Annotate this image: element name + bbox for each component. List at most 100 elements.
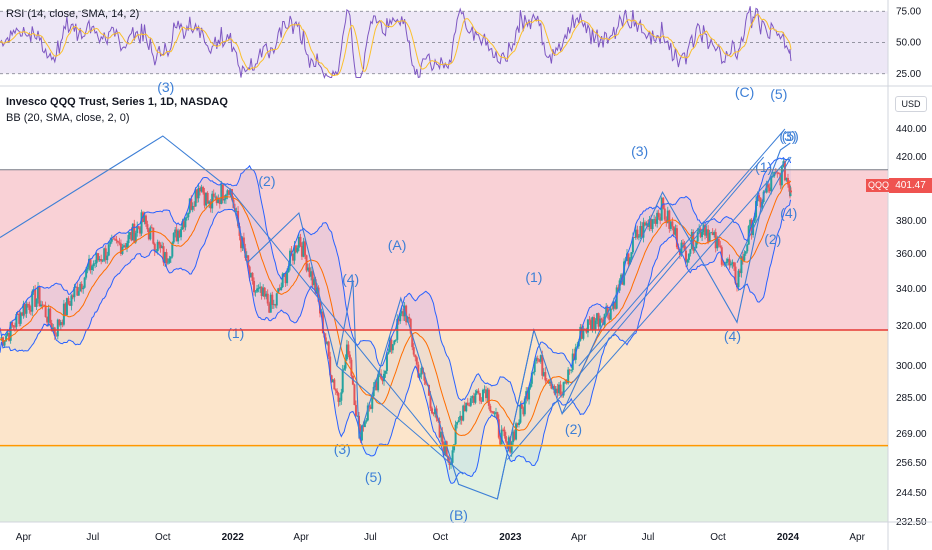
candle-body [147, 229, 150, 240]
candle-body [573, 353, 576, 360]
candle-body [559, 384, 562, 395]
candle-body [749, 219, 752, 227]
candle-body [15, 313, 18, 327]
candle-body [468, 405, 471, 407]
wave-trendline [496, 329, 535, 500]
candle-body [418, 374, 421, 378]
candle-body [438, 421, 441, 438]
candle-body [88, 258, 91, 268]
candle-body [188, 198, 191, 213]
candle-body [682, 242, 685, 244]
candle-body [588, 319, 591, 321]
wave-trendline [506, 156, 765, 460]
candle-body [659, 217, 662, 221]
candle-body [89, 258, 92, 271]
candle-body [321, 311, 324, 334]
candle-body [759, 197, 762, 208]
candle-body [347, 344, 350, 355]
candle-body [166, 262, 169, 264]
candle-body [538, 359, 541, 362]
candle-body [336, 390, 339, 394]
candle-body [499, 437, 502, 445]
candle-body [558, 384, 561, 394]
chart-title[interactable]: Invesco QQQ Trust, Series 1, 1D, NASDAQ [6, 96, 228, 108]
candle-body [180, 229, 183, 238]
rsi-pane [0, 6, 932, 87]
candle-body [731, 262, 734, 264]
last-price-tag: 401.47 [889, 178, 932, 193]
candle-body [300, 245, 303, 257]
candle-body [91, 266, 94, 271]
candle-body [687, 253, 690, 260]
candle-body [454, 424, 457, 445]
candle-body [423, 372, 426, 381]
candle-body [414, 354, 417, 358]
candle-body [331, 379, 334, 382]
candle-body [21, 312, 24, 316]
candle-body [593, 317, 596, 330]
candle-body [536, 358, 539, 360]
candle-body [591, 317, 594, 330]
candle-body [526, 391, 529, 400]
candle-body [140, 212, 143, 234]
candle-body [185, 217, 188, 219]
candle-body [478, 393, 481, 401]
candle-body [510, 442, 513, 453]
candle-body [330, 375, 333, 382]
candle-body [165, 252, 168, 264]
candle-body [615, 287, 618, 309]
currency-button[interactable]: USD [895, 96, 927, 112]
candle-body [31, 291, 34, 312]
candle-body [193, 206, 196, 207]
candle-body [665, 219, 668, 223]
time-tick-label: Jul [86, 532, 99, 543]
candle-body [97, 253, 100, 261]
wave-label: (1) [525, 269, 542, 285]
candle-body [5, 335, 8, 342]
candle-body [106, 255, 109, 261]
candle-body [669, 221, 672, 229]
candle-body [412, 347, 415, 355]
candle-body [790, 190, 793, 193]
candle-body [789, 190, 792, 197]
candle-body [420, 367, 423, 375]
candle-body [130, 232, 133, 241]
candle-body [722, 264, 725, 266]
candle-body [708, 232, 711, 242]
candle-body [699, 228, 702, 238]
candle-body [502, 429, 505, 431]
candle-body [131, 223, 134, 241]
candle-body [73, 287, 76, 298]
candle-body [689, 249, 692, 254]
candle-body [200, 187, 203, 192]
candle-body [725, 261, 728, 264]
candle-body [144, 215, 147, 225]
rsi-legend[interactable]: RSI (14, close, SMA, 14, 2) [6, 8, 140, 20]
candle-body [442, 444, 445, 456]
candle-body [589, 320, 592, 330]
candle-body [381, 378, 384, 382]
candle-body [486, 389, 489, 399]
candle-body [199, 187, 202, 192]
time-axis[interactable]: Apr Jul Oct 2022 Apr Jul Oct 2023 Apr Jul Oct 2024 A… [0, 521, 932, 543]
candle-body [340, 392, 343, 401]
candle-body [417, 364, 420, 378]
candle-body [400, 311, 403, 314]
candle-body [637, 236, 640, 238]
candle-body [47, 308, 50, 323]
candle-body [68, 303, 71, 306]
candle-body [203, 192, 206, 206]
candle-body [128, 232, 131, 236]
candle-body [317, 287, 320, 302]
bb-legend[interactable]: BB (20, SMA, close, 2, 0) [6, 112, 130, 124]
candle-body [220, 184, 223, 204]
candle-body [83, 277, 86, 288]
time-tick-label: 2023 [499, 532, 522, 543]
candle-body [235, 210, 238, 212]
candle-body [651, 219, 654, 230]
candle-body [230, 189, 233, 200]
candle-body [529, 383, 532, 388]
candle-body [562, 382, 565, 396]
candle-body [12, 325, 15, 327]
